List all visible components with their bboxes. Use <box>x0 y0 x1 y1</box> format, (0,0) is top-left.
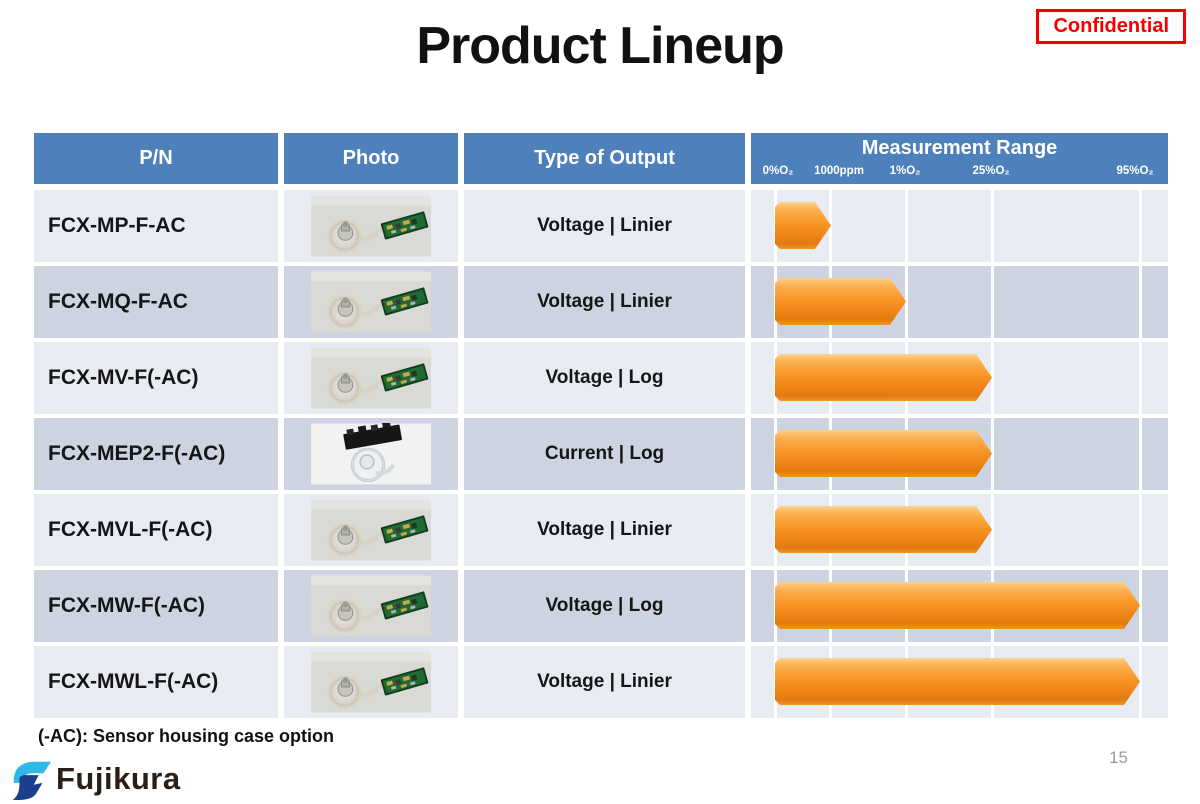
product-photo <box>284 494 458 566</box>
table-row: FCX-MVL-F(-AC) Voltage | Linier <box>34 494 1168 566</box>
table-header-row: P/N Photo Type of Output Measurement Ran… <box>34 133 1168 184</box>
measurement-range-cell <box>751 418 1168 490</box>
range-gridline <box>1139 342 1142 414</box>
table-row: FCX-MEP2-F(-AC) Current | Log <box>34 418 1168 490</box>
table-row: FCX-MW-F(-AC) Voltage | Log <box>34 570 1168 642</box>
table-row: FCX-MP-F-AC Voltage | Linier <box>34 190 1168 262</box>
range-gridline <box>1139 494 1142 566</box>
range-arrow <box>775 202 831 249</box>
sensor-disc-photo-icon <box>311 423 431 485</box>
product-photo <box>284 418 458 490</box>
fujikura-logo: Fujikura <box>8 756 181 802</box>
part-number: FCX-MW-F(-AC) <box>34 570 278 642</box>
part-number: FCX-MWL-F(-AC) <box>34 646 278 718</box>
output-type: Voltage | Log <box>464 342 745 414</box>
measurement-range-cell <box>751 570 1168 642</box>
output-type: Voltage | Linier <box>464 190 745 262</box>
range-gridline <box>991 494 994 566</box>
fujikura-logo-text: Fujikura <box>56 761 181 796</box>
range-tick-1: 1000ppm <box>814 165 864 177</box>
column-header-photo: Photo <box>284 133 458 184</box>
table-row: FCX-MWL-F(-AC) Voltage | Linier <box>34 646 1168 718</box>
product-photo <box>284 190 458 262</box>
sensor-pcb-photo-icon <box>311 575 431 637</box>
product-photo <box>284 342 458 414</box>
output-type: Current | Log <box>464 418 745 490</box>
confidential-badge: Confidential <box>1036 9 1186 44</box>
range-gridline <box>991 266 994 338</box>
range-gridline <box>1139 190 1142 262</box>
fujikura-f-mark-icon <box>12 761 52 801</box>
table-row: FCX-MV-F(-AC) Voltage | Log <box>34 342 1168 414</box>
part-number: FCX-MP-F-AC <box>34 190 278 262</box>
column-header-measurement-range: Measurement Range 0%O₂ 1000ppm 1%O₂ 25%O… <box>751 133 1168 184</box>
part-number: FCX-MV-F(-AC) <box>34 342 278 414</box>
page-number: 15 <box>1109 748 1128 767</box>
sensor-pcb-photo-icon <box>311 347 431 409</box>
measurement-range-cell <box>751 494 1168 566</box>
range-tick-2: 1%O₂ <box>889 165 921 177</box>
range-axis-ticks: 0%O₂ 1000ppm 1%O₂ 25%O₂ 95%O₂ <box>751 159 1168 179</box>
range-gridline <box>1139 570 1142 642</box>
output-type: Voltage | Linier <box>464 266 745 338</box>
table-row: FCX-MQ-F-AC Voltage | Linier <box>34 266 1168 338</box>
product-photo <box>284 646 458 718</box>
measurement-range-cell <box>751 646 1168 718</box>
range-gridline <box>905 266 908 338</box>
range-gridline <box>1139 646 1142 718</box>
range-gridline <box>991 342 994 414</box>
range-gridline <box>1139 418 1142 490</box>
range-gridline <box>991 190 994 262</box>
range-arrow <box>775 582 1140 629</box>
part-number: FCX-MEP2-F(-AC) <box>34 418 278 490</box>
range-arrow <box>775 506 992 553</box>
product-photo <box>284 266 458 338</box>
range-arrow <box>775 430 992 477</box>
column-header-pn: P/N <box>34 133 278 184</box>
footnote: (-AC): Sensor housing case option <box>38 726 335 746</box>
range-tick-0: 0%O₂ <box>762 165 794 177</box>
measurement-range-cell <box>751 190 1168 262</box>
range-tick-3: 25%O₂ <box>972 165 1010 177</box>
column-header-output: Type of Output <box>464 133 745 184</box>
output-type: Voltage | Linier <box>464 646 745 718</box>
range-title: Measurement Range <box>861 137 1058 159</box>
product-lineup-table: P/N Photo Type of Output Measurement Ran… <box>34 133 1168 722</box>
output-type: Voltage | Linier <box>464 494 745 566</box>
range-arrow <box>775 658 1140 705</box>
page-title: Product Lineup <box>416 17 784 75</box>
range-gridline <box>1139 266 1142 338</box>
range-arrow <box>775 278 906 325</box>
measurement-range-cell <box>751 342 1168 414</box>
range-arrow <box>775 354 992 401</box>
output-type: Voltage | Log <box>464 570 745 642</box>
range-tick-4: 95%O₂ <box>1116 165 1154 177</box>
part-number: FCX-MVL-F(-AC) <box>34 494 278 566</box>
range-gridline <box>991 418 994 490</box>
sensor-pcb-photo-icon <box>311 651 431 713</box>
measurement-range-cell <box>751 266 1168 338</box>
product-photo <box>284 570 458 642</box>
range-gridline <box>905 190 908 262</box>
sensor-pcb-photo-icon <box>311 195 431 257</box>
sensor-pcb-photo-icon <box>311 271 431 333</box>
part-number: FCX-MQ-F-AC <box>34 266 278 338</box>
sensor-pcb-photo-icon <box>311 499 431 561</box>
